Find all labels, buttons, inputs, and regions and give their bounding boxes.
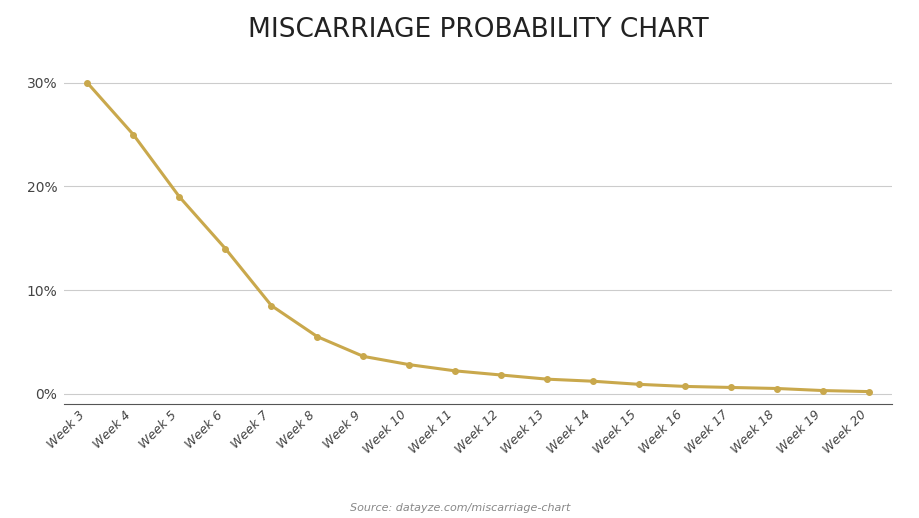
Text: Source: datayze.com/miscarriage-chart: Source: datayze.com/miscarriage-chart (349, 503, 570, 513)
Title: MISCARRIAGE PROBABILITY CHART: MISCARRIAGE PROBABILITY CHART (248, 17, 708, 43)
